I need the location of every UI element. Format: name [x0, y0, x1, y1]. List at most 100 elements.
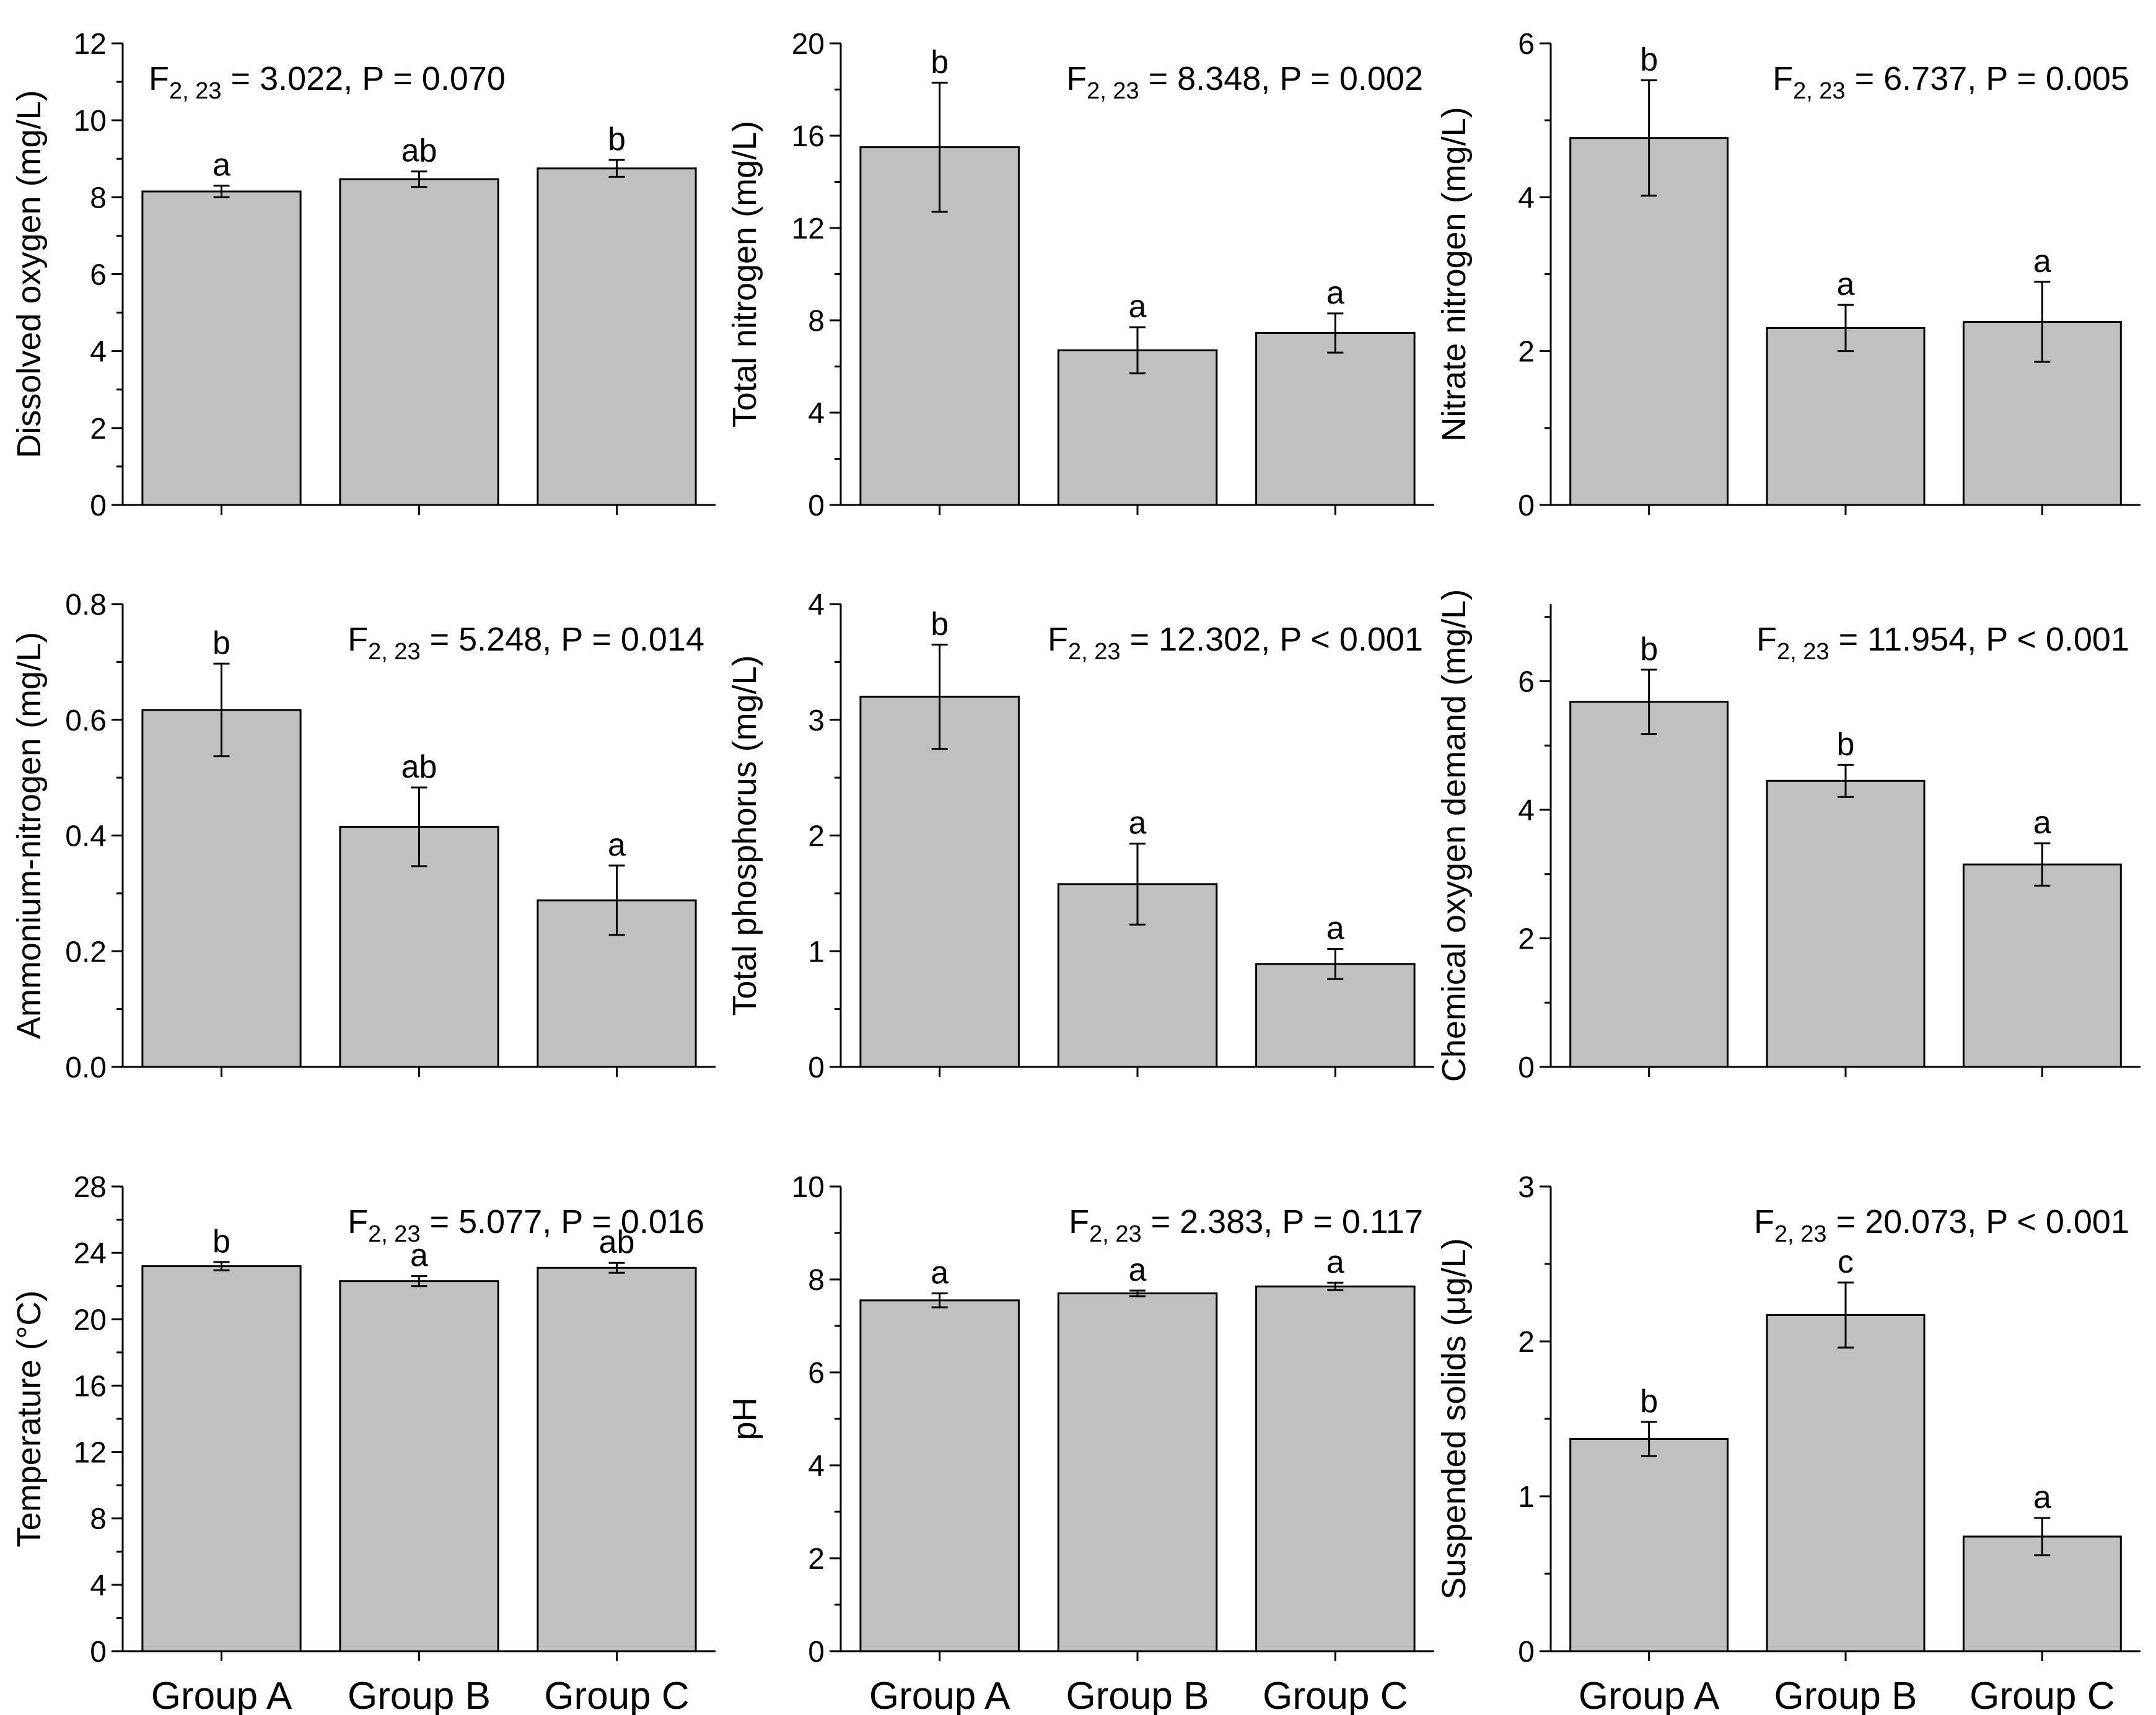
bar: [141, 190, 302, 506]
significance-letter: b: [931, 44, 949, 80]
y-tick-label: 2: [808, 820, 825, 853]
stat-annotation: F2, 23 = 12.302, P < 0.001: [1048, 621, 1423, 665]
chart-panel-8: a Group A a Group B a Group C 0 2 4 6 8 10 pH F2, 23 …: [726, 1171, 1434, 1715]
y-tick-label: 6: [1518, 666, 1535, 699]
y-tick-label: 12: [74, 1437, 107, 1470]
significance-letter: b: [1640, 42, 1658, 78]
y-tick-label: 6: [1518, 28, 1535, 61]
y-axis-title: Total nitrogen (mg/L): [726, 121, 763, 428]
y-tick-label: 2: [1518, 336, 1535, 369]
chart-panel-1: a ab b 0 2 4 6 8 10 12 Dissolved oxygen (mg/L) F2, …: [11, 28, 716, 522]
y-tick-label: 0.8: [65, 589, 107, 621]
y-tick-label: 0: [90, 489, 107, 522]
significance-letter: a: [213, 147, 230, 183]
y-tick-label: 10: [792, 1171, 825, 1204]
chart-panel-5: b a a 0 1 2 3 4 Total phosphorus (mg/L) F2, 23 = …: [726, 589, 1434, 1084]
bar: [141, 709, 302, 1068]
y-tick-label: 10: [74, 105, 107, 138]
significance-letter: b: [213, 625, 230, 661]
significance-letter: b: [1837, 726, 1855, 762]
y-tick-label: 1: [808, 936, 825, 968]
bar: [859, 1299, 1020, 1652]
stat-annotation: F2, 23 = 5.077, P = 0.016: [348, 1203, 704, 1247]
significance-letter: b: [608, 121, 626, 157]
x-tick-label: Group A: [1579, 1675, 1720, 1715]
y-tick-label: 3: [1518, 1171, 1535, 1204]
y-tick-label: 1: [1518, 1481, 1535, 1514]
significance-letter: ab: [401, 749, 437, 785]
y-axis-title: Chemical oxygen demand (mg/L): [1435, 589, 1473, 1082]
y-axis-title: Nitrate nitrogen (mg/L): [1435, 107, 1473, 441]
significance-letter: b: [213, 1224, 230, 1260]
stat-annotation: F2, 23 = 20.073, P < 0.001: [1754, 1203, 2129, 1247]
y-tick-label: 2: [1518, 923, 1535, 956]
bar: [1255, 1285, 1416, 1652]
bar: [1766, 1314, 1926, 1652]
y-tick-label: 24: [74, 1237, 107, 1270]
significance-letter: a: [2033, 805, 2051, 841]
bar: [1766, 327, 1926, 506]
x-tick-label: Group B: [1774, 1675, 1917, 1715]
y-tick-label: 0: [808, 489, 825, 522]
stat-annotation: F2, 23 = 2.383, P = 0.117: [1069, 1203, 1423, 1247]
y-tick-label: 3: [808, 704, 825, 737]
y-tick-label: 4: [808, 589, 825, 621]
y-tick-label: 2: [1518, 1326, 1535, 1359]
stat-annotation: F2, 23 = 11.954, P < 0.001: [1756, 621, 2129, 665]
y-tick-label: 0.4: [65, 820, 107, 853]
y-tick-label: 8: [90, 1503, 107, 1536]
significance-letter: b: [931, 606, 949, 642]
bar: [339, 1280, 499, 1652]
bar: [1962, 863, 2122, 1068]
y-tick-label: 0.2: [65, 936, 107, 968]
chart-panel-4: b ab a 0.0 0.2 0.4 0.6 0.8 Ammonium-nitrogen (mg…: [11, 589, 716, 1084]
y-axis-title: Suspended solids (μg/L): [1435, 1238, 1473, 1599]
x-tick-label: Group C: [544, 1675, 689, 1715]
x-tick-label: Group B: [1066, 1675, 1209, 1715]
bar: [141, 1265, 302, 1652]
bar: [537, 1266, 697, 1652]
significance-letter: b: [1640, 1384, 1658, 1419]
x-tick-label: Group C: [1970, 1675, 2114, 1715]
bar: [1057, 349, 1218, 506]
significance-letter: a: [1129, 289, 1147, 325]
y-tick-label: 0: [808, 1051, 825, 1084]
stat-annotation: F2, 23 = 5.248, P = 0.014: [348, 621, 704, 665]
y-tick-label: 4: [90, 336, 107, 369]
x-tick-label: Group A: [869, 1675, 1010, 1715]
y-axis-title: Ammonium-nitrogen (mg/L): [11, 632, 48, 1039]
y-tick-label: 4: [90, 1569, 107, 1602]
chart-panel-2: b a a 0 4 8 12 16 20 Total nitrogen (mg/L) F2, 23 …: [726, 28, 1434, 522]
stat-annotation: F2, 23 = 3.022, P = 0.070: [149, 60, 506, 104]
y-tick-label: 0: [90, 1636, 107, 1669]
bar: [1057, 1292, 1218, 1652]
bar: [1569, 701, 1729, 1068]
y-tick-label: 20: [74, 1304, 107, 1336]
chart-panel-7: b Group A a Group B ab Group C 0 4 8 12 16 20 24 28 Te…: [11, 1171, 716, 1715]
significance-letter: a: [2033, 1480, 2051, 1515]
y-tick-label: 20: [792, 28, 825, 61]
significance-letter: a: [1129, 1252, 1147, 1288]
y-tick-label: 0: [808, 1636, 825, 1669]
significance-letter: c: [1838, 1244, 1854, 1280]
significance-letter: b: [1640, 631, 1658, 667]
bar: [1766, 779, 1926, 1068]
y-tick-label: 12: [74, 28, 107, 61]
significance-letter: a: [1837, 266, 1855, 302]
y-tick-label: 0: [1518, 1636, 1535, 1669]
y-tick-label: 8: [808, 305, 825, 338]
y-tick-label: 16: [792, 120, 825, 153]
significance-letter: a: [608, 827, 626, 863]
y-tick-label: 12: [792, 213, 825, 245]
y-axis-title: pH: [726, 1397, 763, 1440]
bar: [1569, 1438, 1729, 1652]
y-tick-label: 4: [1518, 794, 1535, 827]
y-axis-title: Total phosphorus (mg/L): [726, 655, 763, 1015]
y-tick-label: 16: [74, 1370, 107, 1403]
significance-letter: a: [1326, 1244, 1344, 1280]
y-tick-label: 4: [1518, 182, 1535, 214]
x-tick-label: Group C: [1263, 1675, 1408, 1715]
y-tick-label: 0.6: [65, 704, 107, 737]
chart-panel-3: b a a 0 2 4 6 Nitrate nitrogen (mg/L) F2, 23 = 6…: [1435, 28, 2141, 522]
